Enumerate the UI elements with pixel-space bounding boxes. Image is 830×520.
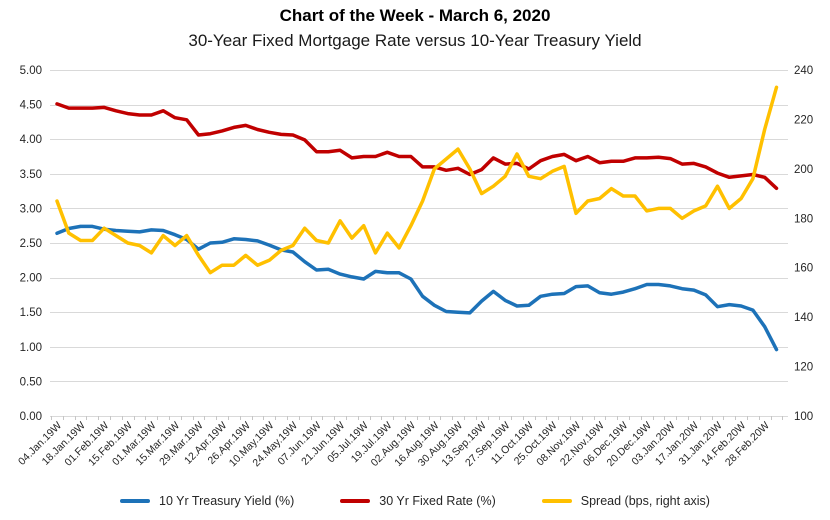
left-axis-tick-label: 2.50 [20, 238, 42, 250]
x-axis-labels: 04.Jan.19W18.Jan.19W01.Feb.19W15.Feb.19W… [16, 420, 772, 470]
legend-swatch-treasury-yield [120, 499, 151, 503]
legend-label-treasury-yield: 10 Yr Treasury Yield (%) [159, 494, 295, 508]
chart-title: Chart of the Week - March 6, 2020 [279, 6, 551, 25]
chart-legend: 10 Yr Treasury Yield (%) 30 Yr Fixed Rat… [0, 488, 830, 514]
left-axis-tick-label: 4.00 [20, 134, 42, 146]
legend-label-fixed-rate: 30 Yr Fixed Rate (%) [379, 494, 496, 508]
legend-item-spread: Spread (bps, right axis) [541, 494, 710, 508]
left-axis-tick-label: 1.50 [20, 307, 42, 319]
left-axis-tick-label: 5.00 [20, 65, 42, 77]
right-axis-tick-label: 140 [794, 312, 813, 324]
right-axis-tick-label: 100 [794, 411, 813, 423]
left-axis-tick-label: 3.00 [20, 203, 42, 215]
right-axis-tick-label: 180 [794, 213, 813, 225]
right-axis-tick-label: 200 [794, 164, 813, 176]
fixed-rate-line [55, 102, 779, 191]
left-axis-tick-label: 3.50 [20, 169, 42, 181]
left-axis-tick-label: 1.00 [20, 342, 42, 354]
left-axis-tick-label: 0.50 [20, 376, 42, 388]
spread-line [55, 85, 779, 275]
right-axis-tick-label: 220 [794, 114, 813, 126]
left-axis-tick-label: 0.00 [20, 411, 42, 423]
legend-item-fixed-rate: 30 Yr Fixed Rate (%) [340, 494, 496, 508]
right-axis-labels: 240 220 200 180 160 140 120 100 [794, 65, 813, 423]
legend-swatch-spread [541, 499, 572, 503]
legend-item-treasury-yield: 10 Yr Treasury Yield (%) [120, 494, 294, 508]
x-tick-marks [51, 416, 783, 420]
right-axis-tick-label: 160 [794, 263, 813, 275]
legend-swatch-fixed-rate [340, 499, 371, 503]
chart-subtitle: 30-Year Fixed Mortgage Rate versus 10-Ye… [188, 31, 642, 50]
treasury-yield-line [55, 224, 779, 352]
left-axis-tick-label: 2.00 [20, 273, 42, 285]
legend-label-spread: Spread (bps, right axis) [580, 494, 710, 508]
right-axis-tick-label: 120 [794, 362, 813, 374]
left-axis-labels: 5.00 4.50 4.00 3.50 3.00 2.50 2.00 1.50 1.00 0.50… [20, 65, 42, 423]
right-axis-tick-label: 240 [794, 65, 813, 77]
left-axis-tick-label: 4.50 [20, 100, 42, 112]
y-gridlines [50, 70, 788, 417]
